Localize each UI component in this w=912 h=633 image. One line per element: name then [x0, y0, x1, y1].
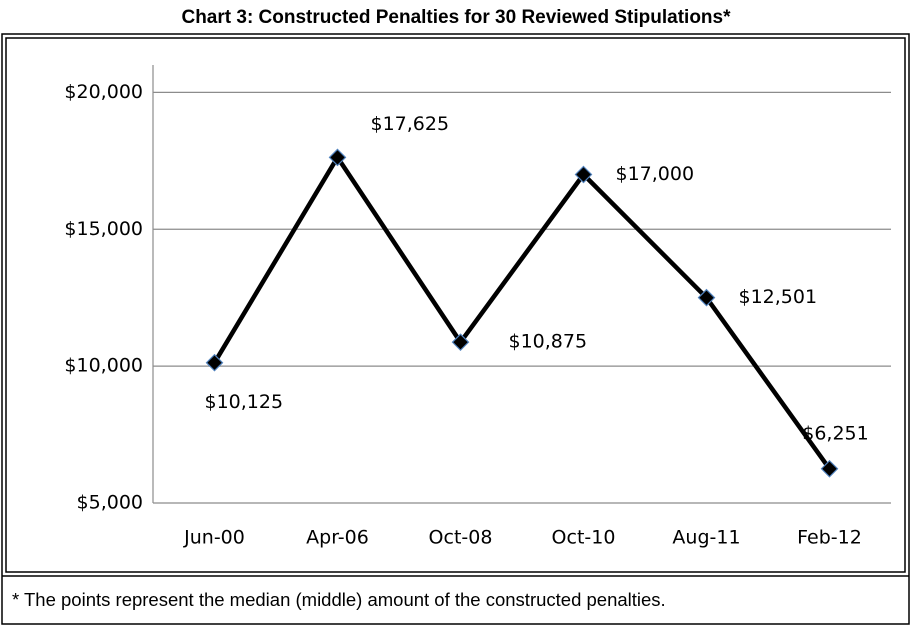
x-tick-label: Apr-06 — [306, 527, 369, 549]
y-tick-label: $20,000 — [64, 81, 143, 103]
y-tick-label: $5,000 — [77, 492, 143, 514]
chart-frame — [5, 37, 906, 573]
line — [212, 153, 832, 471]
marker — [697, 288, 716, 307]
x-tick-label: Aug-11 — [672, 527, 740, 549]
chart-title: Chart 3: Constructed Penalties for 30 Re… — [181, 7, 731, 28]
x-tick-label: Oct-08 — [429, 527, 493, 549]
y-tick-label: $10,000 — [64, 355, 143, 377]
y-tick-label: $15,000 — [64, 218, 143, 240]
data-label: $10,125 — [205, 391, 284, 413]
marker — [574, 165, 593, 184]
footnote: * The points represent the median (middl… — [12, 589, 666, 610]
data-label: $17,000 — [616, 163, 695, 185]
marker — [205, 353, 224, 372]
x-tick-label: Feb-12 — [797, 527, 862, 549]
x-tick-label: Oct-10 — [552, 527, 616, 549]
outer-frame — [1, 33, 910, 625]
data-label: $6,251 — [802, 422, 868, 444]
marker — [328, 148, 347, 167]
data-label: $12,501 — [739, 286, 818, 308]
x-tick-label: Jun-00 — [183, 527, 245, 549]
marker — [820, 459, 839, 478]
data-label: $17,625 — [371, 113, 450, 135]
marker — [451, 333, 470, 352]
data-label: $10,875 — [509, 331, 588, 353]
